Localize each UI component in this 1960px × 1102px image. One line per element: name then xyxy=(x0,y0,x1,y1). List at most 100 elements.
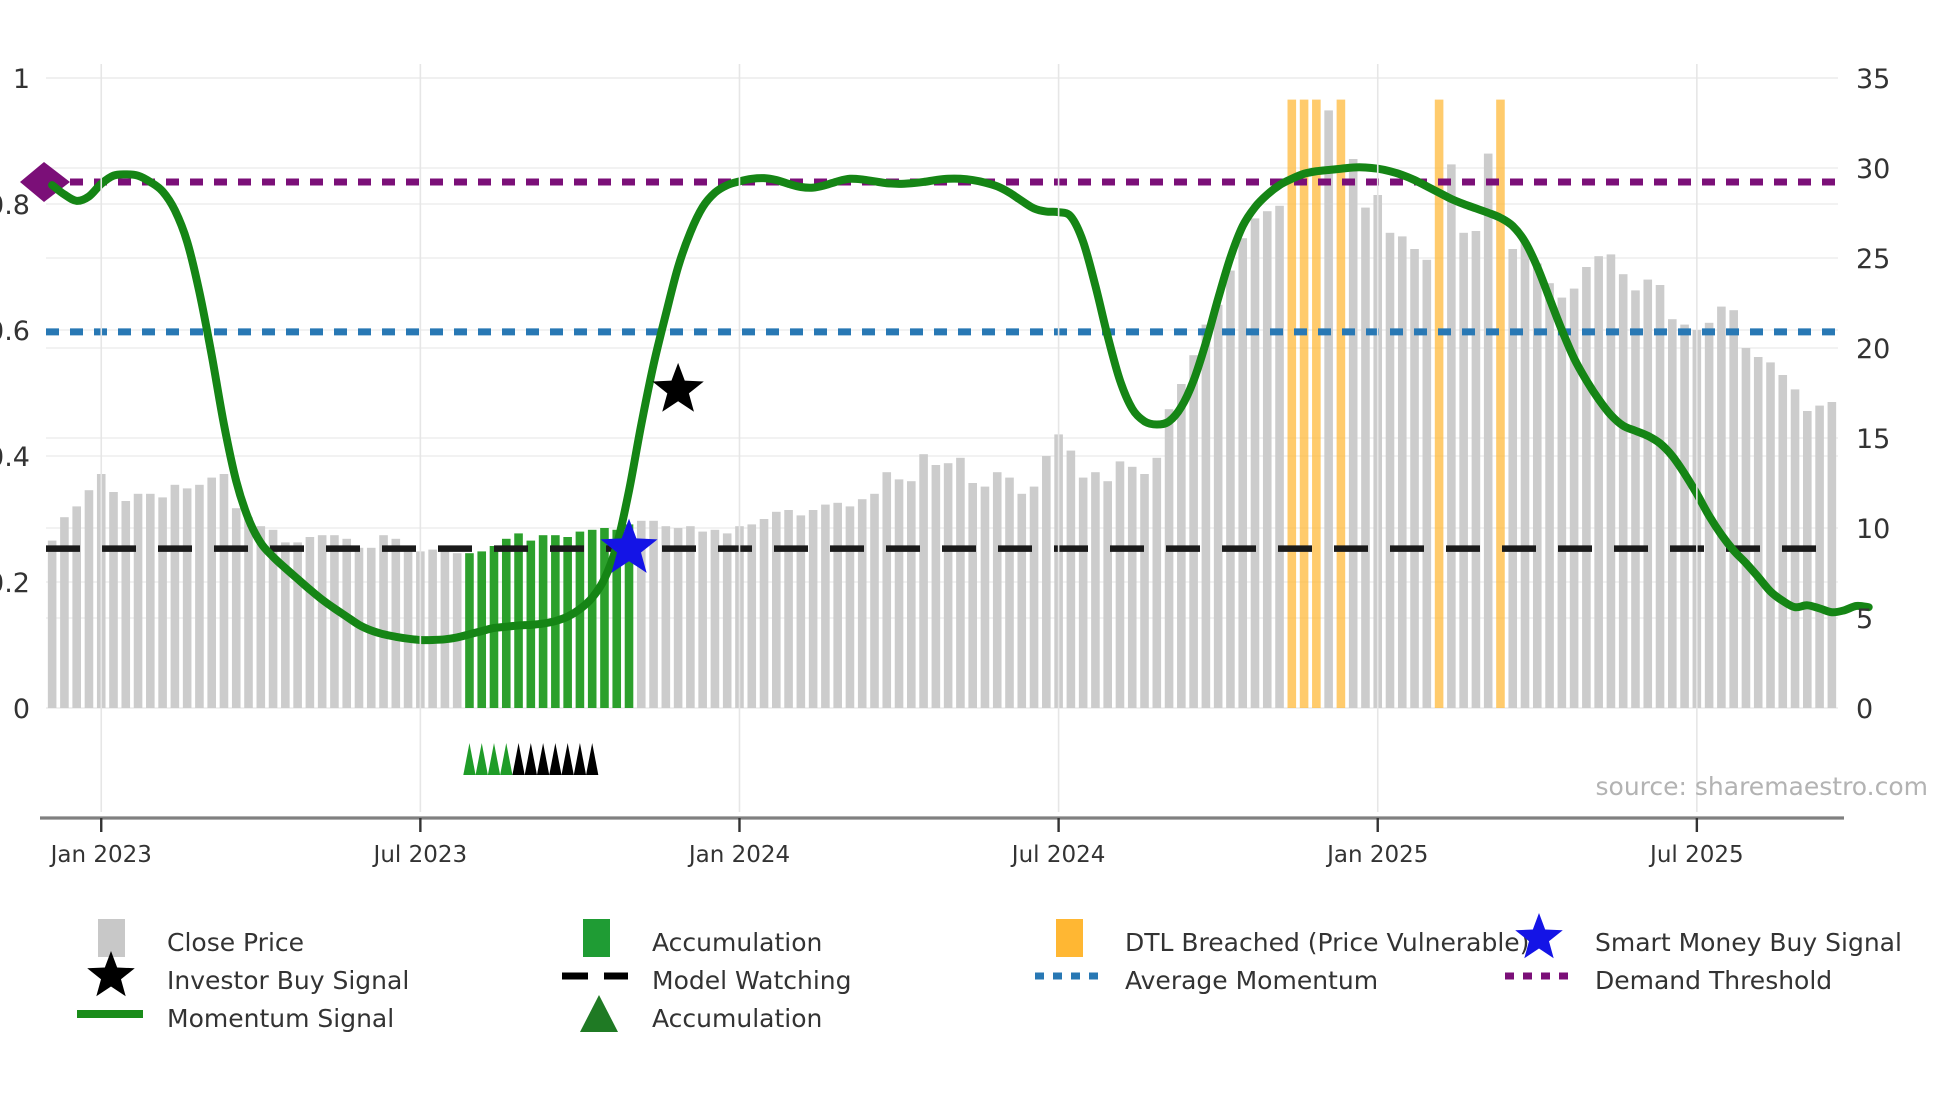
close-price-bar[interactable] xyxy=(833,502,842,708)
close-price-bar[interactable] xyxy=(894,479,904,708)
close-price-bar[interactable] xyxy=(772,511,781,708)
close-price-bar[interactable] xyxy=(1017,493,1027,708)
close-price-bar[interactable] xyxy=(1766,362,1775,708)
dtl-breached-bar[interactable] xyxy=(1434,99,1444,709)
legend-item-demand-threshold[interactable]: Demand Threshold xyxy=(1505,966,1832,995)
close-price-bar[interactable] xyxy=(698,531,707,708)
accumulation-triangle-black[interactable] xyxy=(512,743,525,775)
accumulation-triangle-green[interactable] xyxy=(463,743,476,775)
close-price-bar[interactable] xyxy=(305,537,315,708)
close-price-bar[interactable] xyxy=(1631,290,1640,708)
close-price-bar[interactable] xyxy=(1127,466,1137,708)
close-price-bar[interactable] xyxy=(268,529,278,708)
close-price-bar[interactable] xyxy=(195,484,204,708)
close-price-bar[interactable] xyxy=(207,477,216,708)
close-price-bar[interactable] xyxy=(1164,409,1174,708)
close-price-bar[interactable] xyxy=(710,529,720,708)
close-price-bar[interactable] xyxy=(980,486,990,708)
close-price-bar[interactable] xyxy=(1680,324,1689,708)
dtl-breached-bar[interactable] xyxy=(1336,99,1346,709)
close-price-bar[interactable] xyxy=(956,457,965,708)
close-price-bar[interactable] xyxy=(649,520,658,708)
close-price-bar[interactable] xyxy=(158,497,167,708)
accumulation-triangle-black[interactable] xyxy=(586,743,599,775)
close-price-bar[interactable] xyxy=(428,549,437,708)
close-price-bar[interactable] xyxy=(1140,474,1149,708)
accumulation-triangle-green[interactable] xyxy=(500,743,513,775)
close-price-bar[interactable] xyxy=(1606,254,1616,708)
close-price-bar[interactable] xyxy=(146,493,155,708)
dtl-breached-bar[interactable] xyxy=(1312,99,1321,709)
close-price-bar[interactable] xyxy=(330,535,339,708)
close-price-bar[interactable] xyxy=(84,490,94,708)
close-price-bar[interactable] xyxy=(686,526,695,708)
accumulation-triangle-green[interactable] xyxy=(487,743,501,775)
close-price-bar[interactable] xyxy=(1618,274,1628,708)
close-price-bar[interactable] xyxy=(1569,288,1579,708)
close-price-bar[interactable] xyxy=(943,463,953,708)
close-price-bar[interactable] xyxy=(452,553,462,708)
dtl-breached-bar[interactable] xyxy=(1496,99,1505,709)
close-price-bar[interactable] xyxy=(231,508,241,708)
close-price-bar[interactable] xyxy=(1348,159,1358,708)
close-price-bar[interactable] xyxy=(47,540,57,708)
close-price-bar[interactable] xyxy=(1152,457,1162,708)
close-price-bar[interactable] xyxy=(636,520,646,708)
close-price-bar[interactable] xyxy=(759,519,769,708)
dtl-breached-bar[interactable] xyxy=(1299,99,1309,709)
legend-item-close-price[interactable]: Close Price xyxy=(98,919,304,957)
close-price-bar[interactable] xyxy=(1545,283,1554,708)
close-price-bar[interactable] xyxy=(796,515,806,708)
close-price-bar[interactable] xyxy=(1078,477,1088,708)
close-price-bar[interactable] xyxy=(109,492,118,708)
close-price-bar[interactable] xyxy=(293,542,302,708)
close-price-bar[interactable] xyxy=(403,546,413,708)
close-price-bar[interactable] xyxy=(1005,477,1014,708)
close-price-bar[interactable] xyxy=(1778,375,1788,708)
accumulation-bar[interactable] xyxy=(575,531,585,708)
close-price-bar[interactable] xyxy=(747,524,757,708)
close-price-bar[interactable] xyxy=(1655,285,1665,708)
close-price-bar[interactable] xyxy=(1815,405,1824,708)
close-price-bar[interactable] xyxy=(256,526,266,708)
close-price-bar[interactable] xyxy=(1803,411,1812,708)
accumulation-triangle-black[interactable] xyxy=(524,743,537,775)
close-price-bar[interactable] xyxy=(1508,249,1518,708)
legend-item-accumulation[interactable]: Accumulation xyxy=(583,919,822,957)
close-price-bar[interactable] xyxy=(1213,304,1223,708)
close-price-bar[interactable] xyxy=(440,551,450,708)
smart-money-buy-signal-star[interactable] xyxy=(600,518,658,573)
accumulation-triangle-black[interactable] xyxy=(573,743,587,775)
legend-item-average-momentum[interactable]: Average Momentum xyxy=(1035,966,1378,995)
close-price-bar[interactable] xyxy=(1471,231,1481,708)
legend-item-model-watching[interactable]: Model Watching xyxy=(562,966,852,995)
close-price-bar[interactable] xyxy=(1668,319,1677,708)
close-price-bar[interactable] xyxy=(60,517,69,708)
close-price-bar[interactable] xyxy=(1741,348,1751,708)
close-price-bar[interactable] xyxy=(992,472,1002,708)
close-price-bar[interactable] xyxy=(1189,355,1198,708)
dtl-breached-bar[interactable] xyxy=(1287,99,1297,709)
accumulation-bar[interactable] xyxy=(600,528,609,708)
close-price-bar[interactable] xyxy=(1729,310,1738,708)
close-price-bar[interactable] xyxy=(857,499,867,708)
close-price-bar[interactable] xyxy=(1042,456,1051,708)
close-price-bar[interactable] xyxy=(1250,218,1260,708)
close-price-bar[interactable] xyxy=(182,488,192,708)
close-price-bar[interactable] xyxy=(1532,263,1542,708)
close-price-bar[interactable] xyxy=(722,533,732,708)
close-price-bar[interactable] xyxy=(1226,270,1235,708)
investor-buy-signal-star[interactable] xyxy=(652,362,704,412)
close-price-bar[interactable] xyxy=(1066,450,1076,708)
close-price-bar[interactable] xyxy=(1410,249,1419,708)
close-price-bar[interactable] xyxy=(1520,241,1530,709)
accumulation-bar[interactable] xyxy=(563,537,572,708)
close-price-bar[interactable] xyxy=(379,535,388,708)
accumulation-bar[interactable] xyxy=(514,533,523,708)
close-price-bar[interactable] xyxy=(133,493,143,708)
close-price-bar[interactable] xyxy=(1582,267,1591,708)
legend-item-investor-buy-signal[interactable]: Investor Buy Signal xyxy=(87,951,409,997)
close-price-bar[interactable] xyxy=(673,528,683,708)
close-price-bar[interactable] xyxy=(1091,472,1100,708)
close-price-bar[interactable] xyxy=(1103,481,1112,708)
